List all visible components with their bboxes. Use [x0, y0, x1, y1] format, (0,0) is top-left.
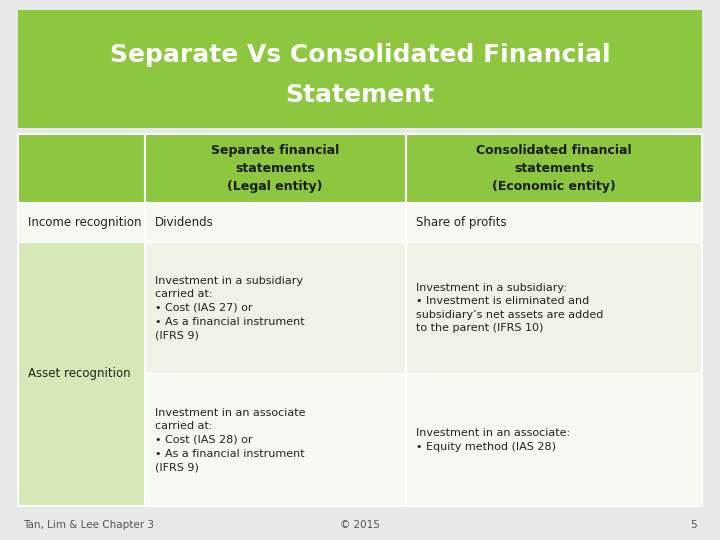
Bar [145, 134, 406, 203]
Bar [18, 242, 145, 506]
Bar [406, 374, 702, 506]
Text: Income recognition: Income recognition [28, 216, 142, 229]
Text: 5: 5 [690, 520, 697, 530]
Text: © 2015: © 2015 [340, 520, 380, 530]
Text: Separate financial
statements
(Legal entity): Separate financial statements (Legal ent… [211, 144, 339, 193]
Bar [406, 242, 702, 374]
Bar [406, 134, 702, 203]
Bar [406, 203, 702, 242]
Text: Investment in a subsidiary
carried at:
• Cost (IAS 27) or
• As a financial instr: Investment in a subsidiary carried at: •… [155, 276, 304, 340]
Bar [18, 203, 145, 242]
Text: Share of profits: Share of profits [416, 216, 506, 229]
Text: Investment in a subsidiary:
• Investment is eliminated and
subsidiary’s net asse: Investment in a subsidiary: • Investment… [416, 282, 603, 333]
Text: Investment in an associate:
• Equity method (IAS 28): Investment in an associate: • Equity met… [416, 428, 570, 452]
Bar [145, 374, 406, 506]
Text: Consolidated financial
statements
(Economic entity): Consolidated financial statements (Econo… [476, 144, 631, 193]
Text: Investment in an associate
carried at:
• Cost (IAS 28) or
• As a financial instr: Investment in an associate carried at: •… [155, 408, 305, 472]
Text: Tan, Lim & Lee Chapter 3: Tan, Lim & Lee Chapter 3 [23, 520, 154, 530]
Text: Dividends: Dividends [155, 216, 213, 229]
Bar [145, 242, 406, 374]
Bar [18, 134, 145, 203]
Text: Asset recognition: Asset recognition [28, 367, 130, 381]
Text: Statement: Statement [285, 83, 435, 107]
Text: Separate Vs Consolidated Financial: Separate Vs Consolidated Financial [109, 43, 611, 67]
Bar [145, 203, 406, 242]
Bar [18, 10, 702, 128]
